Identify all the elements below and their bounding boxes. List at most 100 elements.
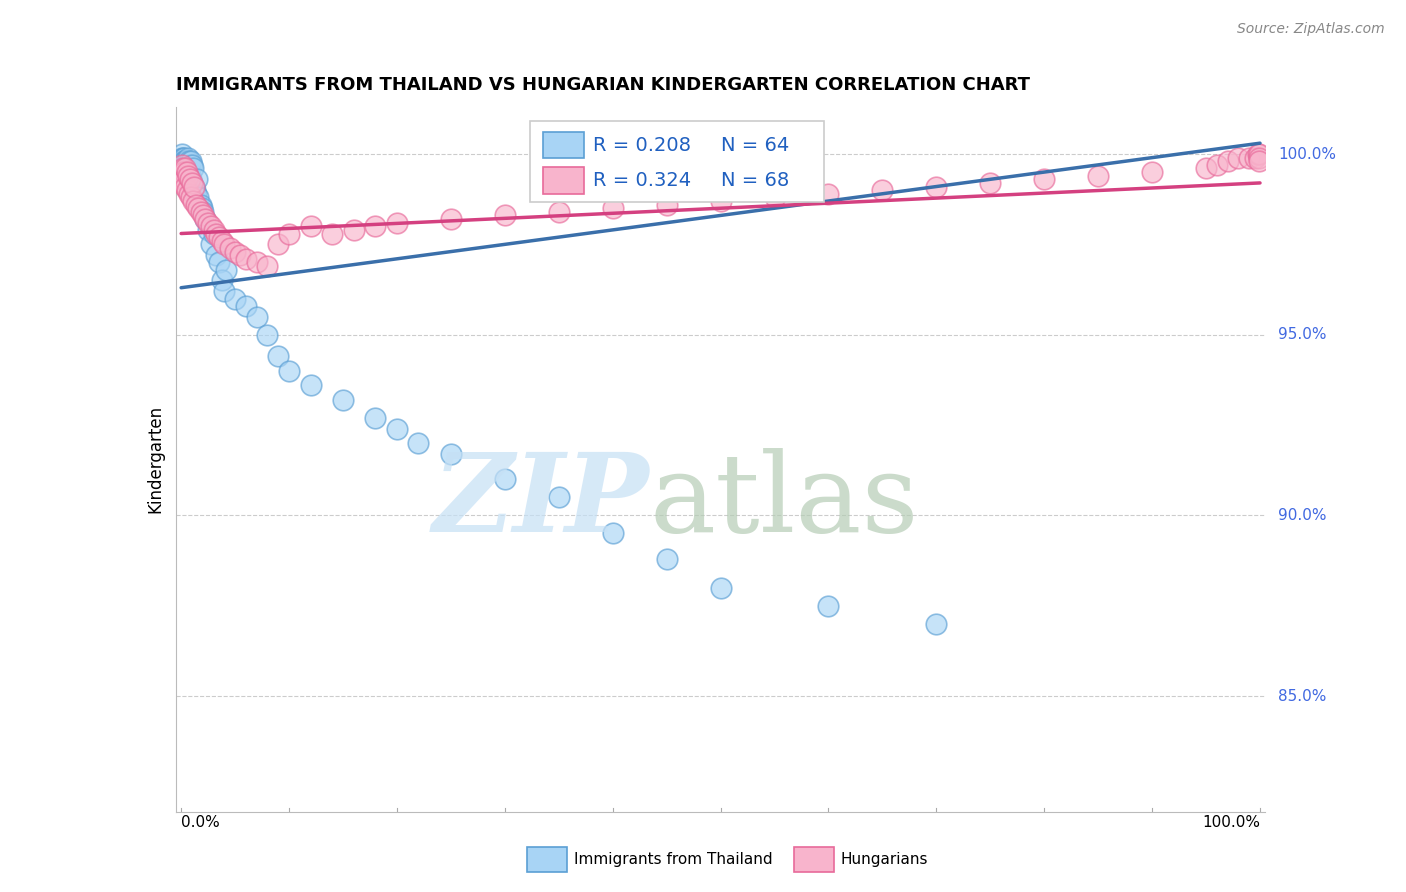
Point bbox=[179, 169, 201, 183]
Point bbox=[181, 194, 204, 208]
Point bbox=[186, 186, 208, 201]
Point bbox=[174, 154, 197, 169]
Point bbox=[172, 176, 194, 190]
Point bbox=[190, 197, 212, 211]
Text: N = 68: N = 68 bbox=[721, 171, 789, 190]
Text: N = 64: N = 64 bbox=[721, 136, 789, 154]
Point bbox=[1195, 161, 1218, 176]
Point bbox=[190, 204, 212, 219]
Point bbox=[1247, 147, 1270, 161]
Point bbox=[179, 158, 201, 172]
Point bbox=[440, 212, 463, 227]
Point bbox=[214, 237, 236, 252]
Point bbox=[1227, 151, 1250, 165]
Point bbox=[174, 158, 197, 172]
Point bbox=[173, 154, 195, 169]
Point bbox=[655, 197, 678, 211]
Point bbox=[200, 219, 222, 234]
Y-axis label: Kindergarten: Kindergarten bbox=[146, 405, 165, 514]
Point bbox=[547, 491, 569, 505]
Point bbox=[710, 581, 733, 595]
Point bbox=[602, 201, 624, 215]
Point bbox=[172, 151, 194, 165]
Point bbox=[215, 262, 238, 277]
Point bbox=[176, 183, 198, 197]
Point bbox=[655, 551, 678, 566]
Text: ZIP: ZIP bbox=[433, 448, 650, 556]
Point bbox=[1243, 151, 1265, 165]
Point bbox=[172, 151, 194, 165]
Point bbox=[385, 422, 408, 436]
Point bbox=[364, 219, 387, 234]
Point bbox=[181, 158, 204, 172]
Point bbox=[817, 599, 839, 613]
Point bbox=[235, 299, 257, 313]
Point bbox=[979, 176, 1001, 190]
Point bbox=[197, 216, 219, 230]
Point bbox=[173, 158, 195, 172]
Point bbox=[172, 161, 194, 176]
Text: 90.0%: 90.0% bbox=[1278, 508, 1327, 523]
Point bbox=[176, 158, 198, 172]
Point bbox=[172, 172, 194, 186]
Point bbox=[1087, 169, 1109, 183]
Point bbox=[214, 285, 236, 299]
Point bbox=[176, 151, 198, 165]
Text: Immigrants from Thailand: Immigrants from Thailand bbox=[574, 853, 772, 867]
Point bbox=[191, 204, 214, 219]
FancyBboxPatch shape bbox=[543, 132, 585, 159]
Point bbox=[181, 161, 204, 176]
Point bbox=[187, 190, 209, 204]
Point bbox=[763, 190, 786, 204]
Text: atlas: atlas bbox=[650, 448, 920, 555]
Text: 100.0%: 100.0% bbox=[1278, 146, 1337, 161]
Point bbox=[177, 186, 200, 201]
Point bbox=[494, 472, 516, 486]
Point bbox=[321, 227, 343, 241]
Point bbox=[364, 410, 387, 425]
Point bbox=[211, 234, 233, 248]
Point bbox=[1216, 154, 1239, 169]
Point bbox=[817, 186, 839, 201]
Point bbox=[278, 227, 301, 241]
Point bbox=[184, 183, 207, 197]
Point bbox=[278, 364, 301, 378]
Point bbox=[1205, 158, 1227, 172]
Text: R = 0.208: R = 0.208 bbox=[593, 136, 692, 154]
Point bbox=[176, 169, 198, 183]
Point bbox=[872, 183, 894, 197]
Point bbox=[174, 161, 197, 176]
Point bbox=[174, 179, 197, 194]
Text: Source: ZipAtlas.com: Source: ZipAtlas.com bbox=[1237, 22, 1385, 37]
Point bbox=[172, 154, 194, 169]
Point bbox=[180, 154, 202, 169]
Point bbox=[208, 230, 231, 244]
Point bbox=[408, 436, 430, 450]
Point bbox=[176, 161, 198, 176]
Point bbox=[172, 147, 194, 161]
Text: R = 0.324: R = 0.324 bbox=[593, 171, 692, 190]
Point bbox=[925, 179, 948, 194]
Point bbox=[176, 154, 198, 169]
Point bbox=[299, 219, 322, 234]
Point bbox=[224, 292, 246, 306]
Point bbox=[177, 154, 200, 169]
Point bbox=[267, 350, 290, 364]
Point bbox=[925, 616, 948, 631]
Point bbox=[194, 212, 217, 227]
Point bbox=[177, 165, 200, 179]
Point bbox=[267, 237, 290, 252]
Point bbox=[172, 154, 194, 169]
Point bbox=[494, 209, 516, 223]
Point bbox=[1247, 154, 1270, 169]
Point bbox=[256, 327, 278, 342]
Text: 100.0%: 100.0% bbox=[1202, 815, 1260, 830]
Text: 95.0%: 95.0% bbox=[1278, 327, 1327, 343]
Point bbox=[183, 179, 205, 194]
Point bbox=[172, 161, 194, 176]
Point bbox=[385, 216, 408, 230]
Point bbox=[174, 161, 197, 176]
Point bbox=[172, 169, 194, 183]
Point bbox=[186, 172, 208, 186]
Point bbox=[183, 179, 205, 194]
